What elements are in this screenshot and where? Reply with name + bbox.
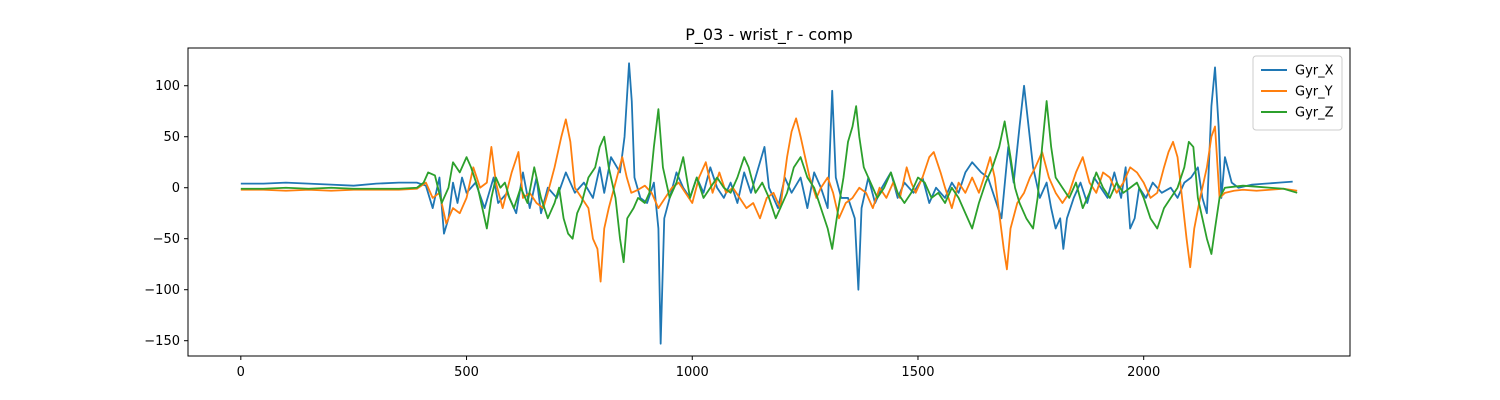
y-axis: −150 −100 −50 0 50 100: [144, 79, 188, 349]
x-tick-label: 2000: [1127, 365, 1160, 380]
legend-label: Gyr_X: [1295, 64, 1334, 79]
series-line-gyr-y: [240, 117, 1298, 283]
series-group: [240, 62, 1298, 345]
y-tick-label: 100: [155, 79, 180, 94]
y-tick-label: 0: [172, 181, 180, 196]
plot-frame: [187, 47, 1351, 357]
legend-label: Gyr_Y: [1295, 85, 1333, 100]
chart-title: P_03 - wrist_r - comp: [685, 25, 853, 45]
series-line-gyr-z: [240, 100, 1298, 264]
x-tick-label: 500: [454, 365, 479, 380]
x-tick-label: 1000: [676, 365, 709, 380]
legend: Gyr_X Gyr_Y Gyr_Z: [1252, 55, 1343, 131]
legend-label: Gyr_Z: [1295, 106, 1334, 121]
x-tick-label: 0: [237, 365, 245, 380]
y-tick-label: 50: [163, 130, 180, 145]
x-axis: 0 500 1000 1500 2000: [237, 356, 1160, 380]
y-tick-label: −150: [144, 334, 180, 349]
y-tick-label: −50: [153, 232, 180, 247]
y-tick-label: −100: [144, 283, 180, 298]
x-tick-label: 1500: [901, 365, 934, 380]
